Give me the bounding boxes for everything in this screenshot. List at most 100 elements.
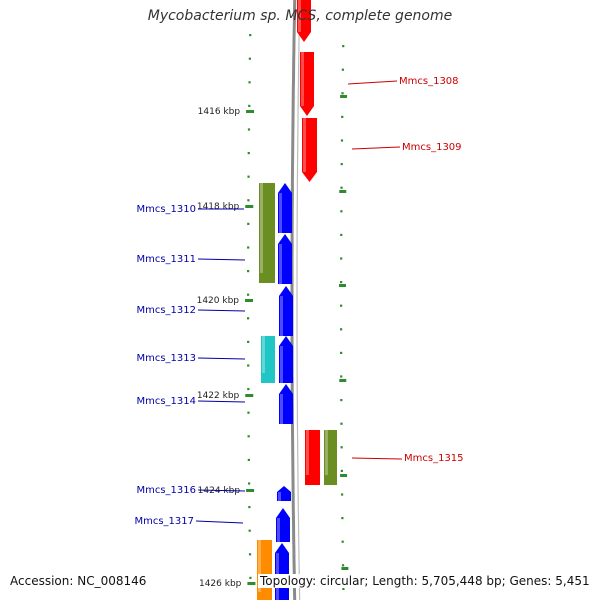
tick-dot xyxy=(340,163,343,166)
tick-dot xyxy=(340,139,344,142)
tick-label: 1424 kbp xyxy=(198,486,241,496)
forward-gene-arrow[interactable] xyxy=(305,430,320,485)
tick-dot xyxy=(341,92,344,95)
tick-dot xyxy=(340,351,343,354)
tick-dot xyxy=(340,257,343,260)
svg-text:Mmcs_1315: Mmcs_1315 xyxy=(404,453,464,464)
tick-dot xyxy=(340,210,343,213)
genome-backbone xyxy=(290,0,301,600)
tick-label: 1416 kbp xyxy=(198,107,241,117)
tick-dot xyxy=(248,553,252,556)
tick-dot xyxy=(247,458,250,461)
map-title: Mycobacterium sp. MCS, complete genome xyxy=(147,8,453,24)
gene-label[interactable]: Mmcs_1309 xyxy=(351,142,462,153)
tick-dot xyxy=(340,328,343,331)
topology-text: Topology: circular; Length: 5,705,448 bp… xyxy=(258,574,592,588)
tick-dot xyxy=(340,446,343,449)
forward-gene-arrow[interactable] xyxy=(324,430,337,485)
reverse-gene-arrow[interactable] xyxy=(276,508,290,542)
svg-text:Mmcs_1310: Mmcs_1310 xyxy=(136,204,196,215)
svg-text:Mmcs_1309: Mmcs_1309 xyxy=(402,142,462,153)
feature-block[interactable] xyxy=(257,540,272,600)
tick-mark xyxy=(245,205,254,208)
tick-mark xyxy=(339,284,346,287)
tick-dot xyxy=(248,529,251,532)
gene-label[interactable]: Mmcs_1314 xyxy=(136,396,246,407)
tick-dot xyxy=(341,68,344,71)
forward-gene-arrow[interactable] xyxy=(302,118,317,182)
tick-dot xyxy=(247,152,250,155)
tick-mark xyxy=(246,489,255,492)
feature-block[interactable] xyxy=(259,183,275,283)
gene-label[interactable]: Mmcs_1315 xyxy=(351,453,464,464)
tick-dot xyxy=(247,340,250,343)
gene-label[interactable]: Mmcs_1308 xyxy=(347,76,459,87)
tick-dot xyxy=(248,81,251,84)
tick-dot xyxy=(248,104,251,107)
tick-dot xyxy=(247,222,250,225)
svg-text:Mmcs_1308: Mmcs_1308 xyxy=(399,76,459,87)
tick-mark xyxy=(246,110,255,113)
reverse-gene-arrow[interactable] xyxy=(279,286,293,336)
tick-dot xyxy=(247,411,250,414)
forward-gene-arrow[interactable] xyxy=(297,0,311,42)
tick-mark xyxy=(245,394,254,397)
tick-dot xyxy=(249,34,252,37)
tick-dot xyxy=(247,293,250,296)
tick-dot xyxy=(341,517,344,520)
reverse-gene-arrow[interactable] xyxy=(279,384,293,424)
gene-label[interactable]: Mmcs_1311 xyxy=(136,254,246,265)
tick-dot xyxy=(248,57,251,60)
svg-text:Mmcs_1316: Mmcs_1316 xyxy=(136,485,196,496)
svg-text:Mmcs_1317: Mmcs_1317 xyxy=(134,516,194,527)
reverse-gene-arrow[interactable] xyxy=(279,336,293,383)
tick-dot xyxy=(247,364,250,367)
tick-dot xyxy=(247,317,250,320)
tick-dot xyxy=(247,175,250,178)
gene-features xyxy=(257,0,337,600)
reverse-gene-arrow[interactable] xyxy=(278,183,292,233)
tick-mark xyxy=(247,582,256,585)
tick-dot xyxy=(340,281,343,284)
tick-dot xyxy=(247,435,250,438)
tick-mark xyxy=(340,95,348,98)
tick-label: 1420 kbp xyxy=(197,296,240,306)
tick-dot xyxy=(342,587,345,590)
tick-dot xyxy=(247,199,250,202)
tick-dot xyxy=(342,45,345,48)
svg-text:Mmcs_1314: Mmcs_1314 xyxy=(136,396,196,407)
gene-label[interactable]: Mmcs_1312 xyxy=(136,305,246,316)
feature-block[interactable] xyxy=(261,336,275,383)
svg-text:Mmcs_1312: Mmcs_1312 xyxy=(136,305,196,316)
svg-text:Mmcs_1313: Mmcs_1313 xyxy=(136,353,196,364)
reverse-gene-arrow[interactable] xyxy=(277,486,291,501)
accession-text: Accession: NC_008146 xyxy=(8,574,149,588)
gene-label[interactable]: Mmcs_1313 xyxy=(136,353,246,364)
tick-label: 1422 kbp xyxy=(197,391,240,401)
tick-dot xyxy=(340,304,343,307)
tick-dot xyxy=(341,564,345,567)
tick-dot xyxy=(247,128,251,131)
tick-mark xyxy=(245,299,253,302)
tick-dot xyxy=(340,186,343,189)
gene-label[interactable]: Mmcs_1310 xyxy=(136,204,244,215)
tick-dot xyxy=(340,422,343,425)
gene-label[interactable]: Mmcs_1317 xyxy=(134,516,244,527)
tick-dot xyxy=(340,493,344,496)
forward-gene-arrow[interactable] xyxy=(300,52,314,116)
gene-label[interactable]: Mmcs_1316 xyxy=(136,485,246,496)
tick-dots xyxy=(247,34,345,590)
tick-mark xyxy=(340,474,348,477)
tick-dot xyxy=(340,233,343,236)
gene-labels: Mmcs_1308 Mmcs_1309 Mmcs_1315 Mmcs_1310 Mmcs… xyxy=(134,76,463,527)
tick-dot xyxy=(247,388,250,391)
tick-dot xyxy=(341,540,344,543)
tick-label: 1418 kbp xyxy=(197,202,240,212)
tick-dot xyxy=(247,246,250,249)
tick-dot xyxy=(247,270,250,273)
tick-mark xyxy=(339,190,347,193)
tick-dot xyxy=(247,482,251,485)
reverse-gene-arrow[interactable] xyxy=(275,543,289,600)
reverse-gene-arrow[interactable] xyxy=(278,234,292,284)
